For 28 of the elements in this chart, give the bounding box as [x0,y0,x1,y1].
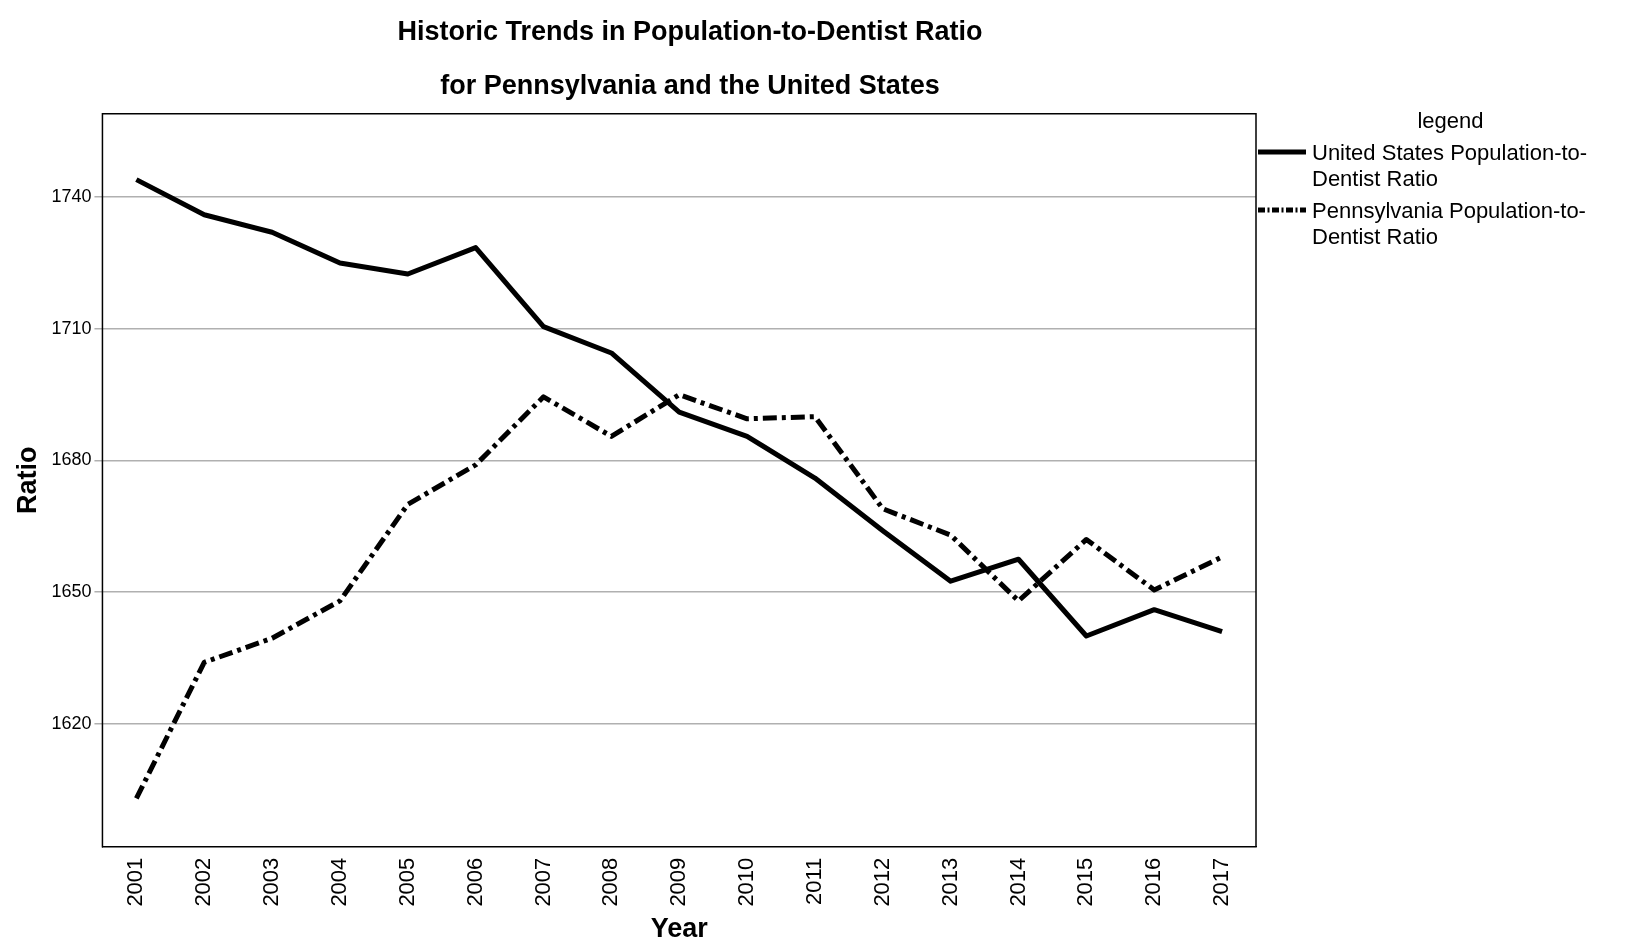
legend-label: Pennsylvania Population-to-Dentist Ratio [1312,198,1587,250]
x-tick-label: 2011 [801,857,826,905]
x-tick-label: 2012 [868,857,894,907]
x-tick-label: 2003 [258,857,284,907]
x-tick-label: 2009 [665,857,691,907]
x-tick-label: 2006 [461,857,487,907]
x-tick-label: 2007 [529,857,555,907]
x-tick-label: 2005 [393,857,419,907]
y-tick-label: 1740 [51,186,92,207]
x-tick-label: 2008 [597,857,623,907]
y-axis-title: Ratio [11,446,42,514]
y-tick-label: 1680 [51,449,92,470]
y-tick-label: 1650 [51,581,92,602]
x-tick-label: 2017 [1208,857,1234,907]
y-tick-label: 1710 [51,317,92,338]
x-tick-label: 2004 [326,857,351,907]
x-tick-label: 2013 [936,857,962,907]
x-tick-label: 2001 [122,857,148,907]
y-tick-label: 1620 [51,712,92,733]
x-tick-label: 2015 [1072,857,1098,907]
x-tick-label: 2010 [733,857,759,907]
x-tick-label: 2016 [1140,857,1166,907]
x-axis-title: Year [650,913,709,944]
legend-label: United States Population-to-Dentist Ratio [1312,140,1589,192]
chart-title: Historic Trends in Population-to-Dentist Ratio for Pennsylvania and the United States [396,15,984,102]
x-tick-label: 2014 [1004,857,1030,907]
legend-title: legend [1416,108,1485,134]
x-tick-label: 2002 [190,857,216,907]
